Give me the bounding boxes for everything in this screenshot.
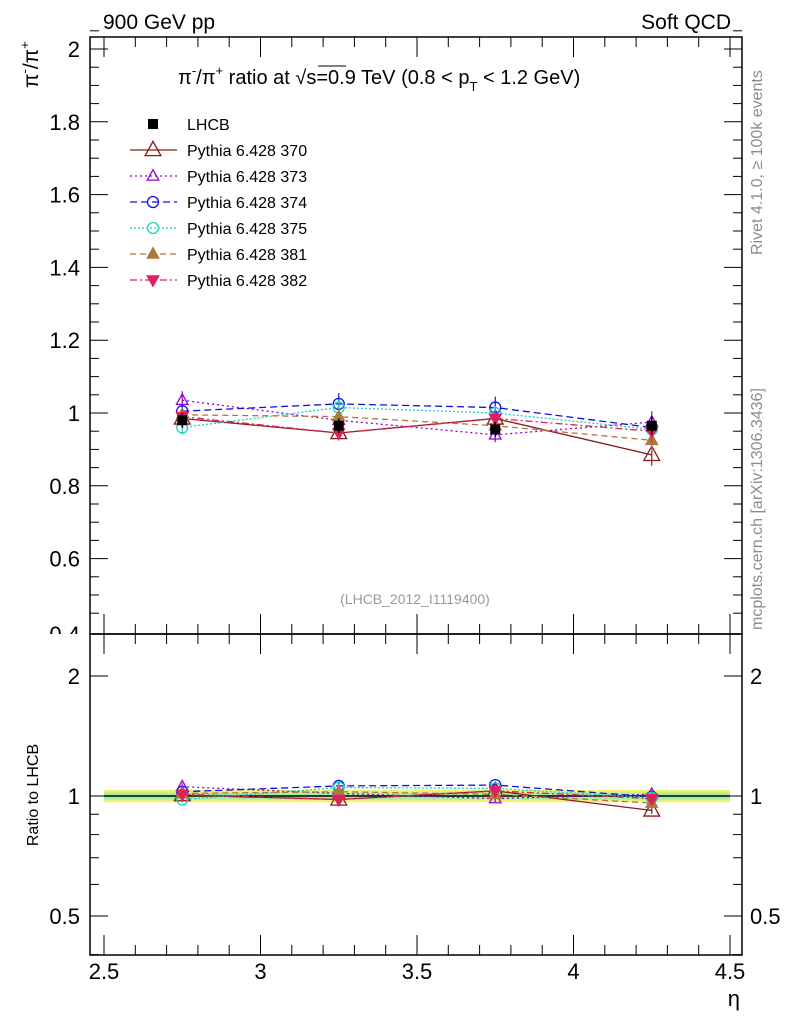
legend-label: Pythia 6.428 375 <box>187 221 307 238</box>
series-line <box>182 399 652 436</box>
title-pi-1: π <box>178 67 192 89</box>
x-tick-label: 4.5 <box>715 959 746 984</box>
ratio-series-point <box>642 800 661 817</box>
ylabel-pi-2: π <box>20 49 43 64</box>
x-tick-label: 3.5 <box>402 959 433 984</box>
y-tick-label: 1.6 <box>49 183 80 208</box>
title-tail: < 1.2 GeV) <box>477 67 580 89</box>
header-left-label: 900 GeV pp <box>103 11 215 34</box>
title-energy: s=0.9 TeV (0.8 < p <box>306 67 469 89</box>
x-axis-label: η <box>728 986 740 1011</box>
data-point <box>333 420 344 431</box>
lower-y-tick-label-right: 0.5 <box>750 904 781 929</box>
legend-label-data: LHCB <box>187 117 230 134</box>
lower-plot-area <box>173 778 661 817</box>
legend-marker <box>146 195 160 209</box>
title-pi-2: π <box>202 67 216 89</box>
title-ratio-at: ratio at <box>223 67 295 89</box>
lower-panel-frame <box>89 633 743 956</box>
x-tick-label: 4 <box>567 959 579 984</box>
lower-y-tick-label-right: 2 <box>750 664 762 689</box>
rivet-version-label: Rivet 4.1.0, ≥ 100k events <box>749 70 766 255</box>
ratio-series-point <box>331 794 346 808</box>
series-line <box>182 414 652 441</box>
legend-marker <box>144 140 162 157</box>
y-tick-label: 1.2 <box>49 328 80 353</box>
upper-axis-ticks <box>90 30 742 634</box>
x-tick-label: 2.5 <box>89 959 120 984</box>
upper-plot-area <box>173 391 661 466</box>
legend-marker <box>146 246 160 259</box>
y-tick-label: 1 <box>68 401 80 426</box>
lower-y-tick-label-left: 0.5 <box>49 904 80 929</box>
source-label: mcplots.cern.ch [arXiv:1306.3436] <box>749 388 766 630</box>
ylabel-minus: - <box>17 69 32 73</box>
ylabel-slash: / <box>20 63 43 69</box>
x-tick-label: 3 <box>254 959 266 984</box>
ylabel-pi-1: π <box>20 74 43 89</box>
lower-y-axis-label: Ratio to LHCB <box>25 744 42 846</box>
ratio-series-point <box>175 789 190 802</box>
legend-label: Pythia 6.428 381 <box>187 247 307 264</box>
ratio-series-point <box>644 793 659 807</box>
legend: LHCB Pythia 6.428 370 Pythia 6.428 373 Pyth… <box>130 117 307 290</box>
data-point <box>490 424 501 435</box>
title-t-subscript: T <box>469 79 477 94</box>
legend-label: Pythia 6.428 373 <box>187 169 307 186</box>
legend-label: Pythia 6.428 374 <box>187 195 307 212</box>
series-line <box>182 415 652 434</box>
lower-y-tick-label-left: 2 <box>68 664 80 689</box>
chart-title: π-/π+ ratio at √s=0.9 TeV (0.8 < pT < 1.… <box>178 63 580 94</box>
y-tick-label-clipped: 0.4 <box>49 622 80 647</box>
title-plus: + <box>216 63 224 78</box>
legend-label: Pythia 6.428 382 <box>187 273 307 290</box>
legend-marker <box>146 275 160 288</box>
ratio-series-line <box>182 784 652 798</box>
series-point <box>642 444 661 462</box>
legend-label: Pythia 6.428 370 <box>187 143 307 160</box>
lower-y-tick-label-left: 1 <box>68 784 80 809</box>
y-tick-label: 0.6 <box>49 547 80 572</box>
legend-marker <box>146 221 160 235</box>
title-minus: - <box>192 63 196 78</box>
series-line <box>182 403 652 429</box>
y-tick-label: 0.8 <box>49 474 80 499</box>
legend-marker-data <box>148 119 158 129</box>
header-right-label: Soft QCD <box>641 11 731 34</box>
ratio-series-line <box>182 791 652 804</box>
series-line <box>182 406 652 431</box>
upper-y-tick-labels: 0.6 0.8 1 1.2 1.4 1.6 1.8 2 <box>49 37 80 572</box>
series-point <box>488 413 503 427</box>
title-slash: / <box>196 67 202 89</box>
y-tick-label: 2 <box>68 37 80 62</box>
analysis-watermark: (LHCB_2012_I1119400) <box>340 591 490 607</box>
upper-y-axis-label: π-/π+ <box>17 41 43 88</box>
ratio-series-line <box>182 790 652 801</box>
lower-y-tick-labels: 0.5 0.5 1 1 2 2 <box>49 664 780 929</box>
clipped-label-box: 0.4 <box>49 622 80 647</box>
y-tick-label: 1.4 <box>49 255 80 280</box>
title-sqrt: √ <box>295 67 306 89</box>
lower-y-tick-label-right: 1 <box>750 784 762 809</box>
data-point <box>646 420 657 431</box>
ratio-series-point <box>488 786 503 799</box>
y-tick-label: 1.8 <box>49 110 80 135</box>
legend-marker <box>146 168 160 181</box>
x-tick-labels: 2.5 3 3.5 4 4.5 <box>89 959 746 984</box>
data-point <box>177 415 188 426</box>
ylabel-plus: + <box>17 41 32 49</box>
lower-axis-ticks <box>90 634 742 956</box>
ratio-series-line <box>182 786 652 800</box>
